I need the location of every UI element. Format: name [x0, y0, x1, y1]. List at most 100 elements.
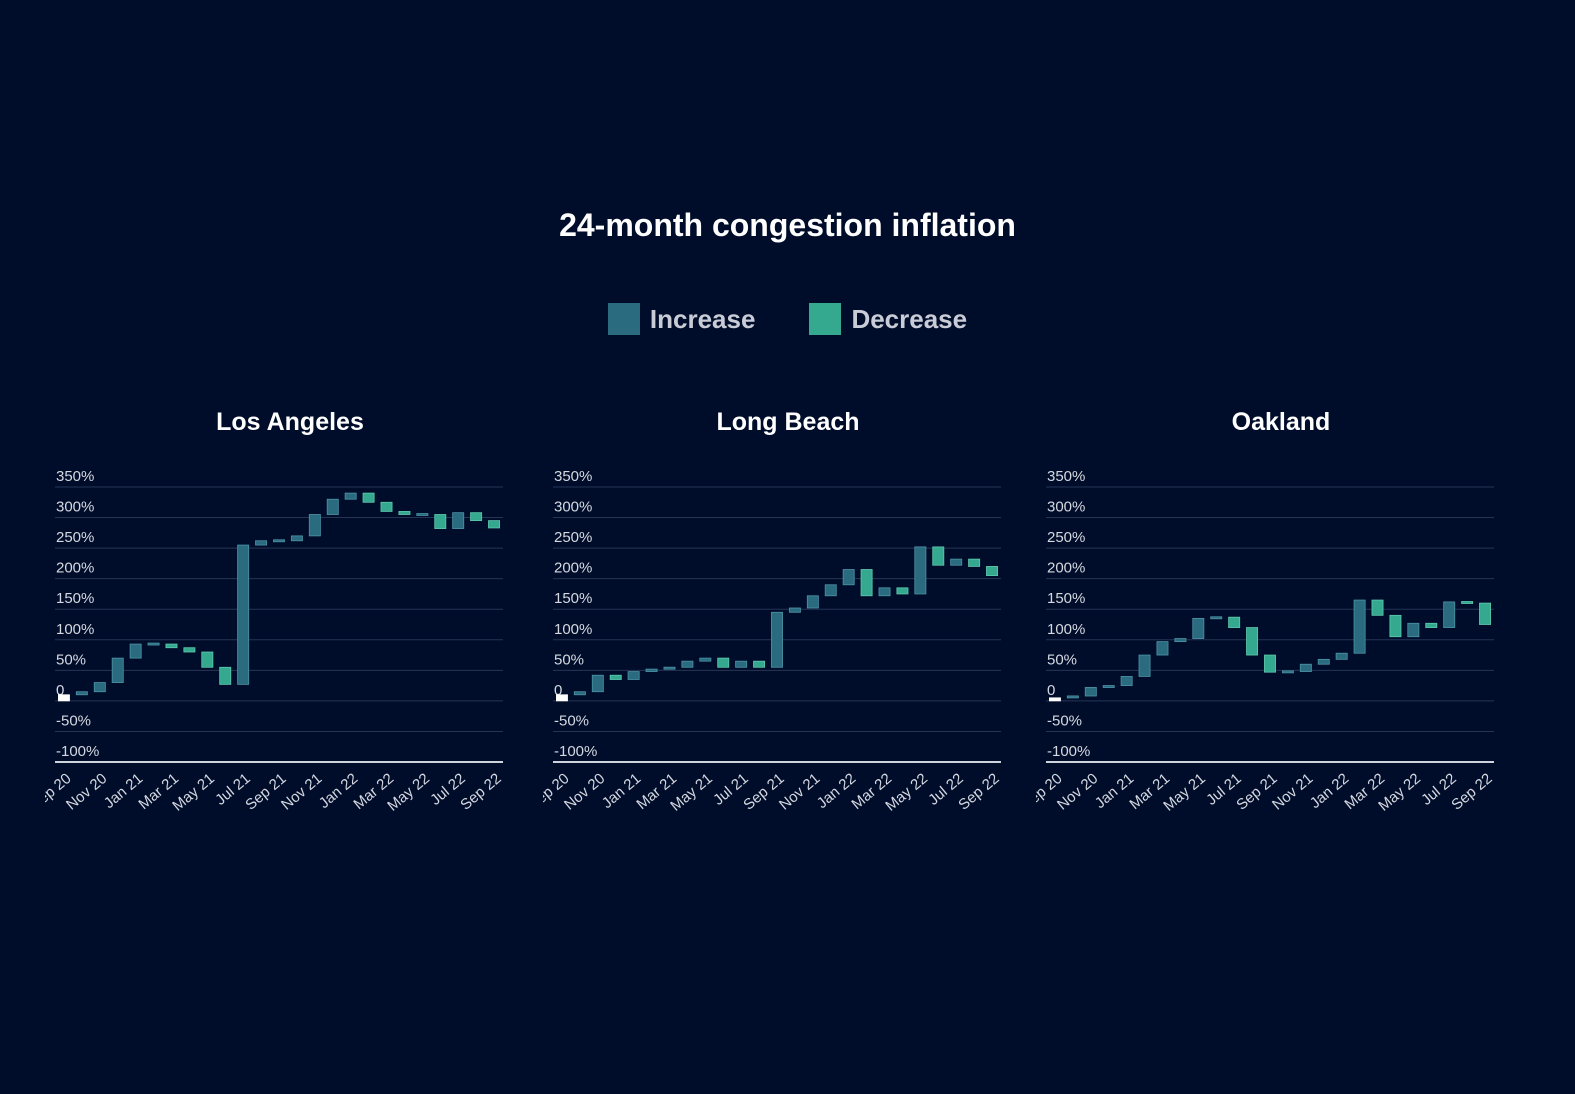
bar-increase [308, 514, 321, 537]
bar-decrease [183, 647, 196, 653]
bar-increase [1299, 663, 1312, 672]
bar-increase [573, 691, 586, 696]
y-tick-label: 100% [554, 621, 592, 638]
bar-increase [1102, 685, 1115, 688]
y-tick-label: 0 [1047, 682, 1055, 699]
bar-decrease [860, 569, 873, 597]
y-tick-label: -50% [554, 712, 589, 729]
chart-long-beach: Long Beach 350% 300% 250% 200% 150% 100% 50% 0 -5… [543, 408, 1003, 815]
y-tick-label: 250% [1047, 529, 1085, 546]
bar-increase [1174, 638, 1187, 643]
bar-decrease [1264, 654, 1276, 673]
bar-increase [237, 544, 250, 685]
bar-decrease [968, 558, 981, 567]
bar-start [57, 694, 70, 702]
bar-increase [950, 558, 963, 566]
y-tick-label: -100% [1047, 743, 1090, 760]
bar-increase [842, 569, 855, 586]
bar-increase [681, 660, 694, 668]
y-tick-label: 200% [554, 560, 592, 577]
bar-increase [1335, 652, 1348, 660]
x-tick-label: Nov 20 [561, 770, 608, 814]
y-tick-label: 350% [554, 468, 592, 485]
y-tick-label: 50% [56, 651, 86, 668]
bar-increase [344, 492, 357, 500]
y-tick-label: 250% [554, 529, 592, 546]
bar-start [555, 694, 568, 702]
y-tick-label: 50% [554, 651, 584, 668]
legend: Increase Decrease [0, 303, 1575, 335]
bar-increase [1066, 695, 1079, 699]
bar-decrease [932, 546, 945, 566]
bar-decrease [1371, 599, 1384, 616]
bar-increase [1317, 658, 1330, 665]
bar-increase [75, 691, 88, 696]
bar-decrease [1246, 627, 1259, 656]
bar-decrease [753, 660, 766, 668]
bar-increase [806, 595, 819, 609]
y-tick-label: 0 [56, 682, 64, 699]
y-tick-label: 150% [1047, 590, 1085, 607]
bar-increase [452, 512, 465, 529]
legend-swatch-increase [607, 303, 640, 335]
bar-decrease [1425, 622, 1438, 628]
bar-decrease [470, 512, 483, 522]
x-tick-label: Sep 22 [457, 770, 504, 814]
y-tick-label: 350% [1047, 468, 1085, 485]
bar-decrease [434, 514, 447, 529]
bar-increase [645, 668, 658, 672]
chart-los-angeles: Los Angeles 350% 300% 250% 200% 150% 100% 50% 0 -… [45, 408, 505, 815]
chart-oakland: Oakland 350% 300% 250% 200% 150% 100% 50% 0 -50% -… [1036, 408, 1496, 815]
bar-decrease [1479, 602, 1491, 625]
bar-decrease [380, 501, 393, 512]
y-tick-label: 100% [1047, 621, 1085, 638]
y-tick-label: -100% [56, 743, 99, 760]
y-tick-label: 0 [554, 682, 562, 699]
y-tick-label: 300% [1047, 499, 1085, 516]
bar-increase [699, 657, 712, 662]
bar-decrease [1461, 601, 1474, 604]
panel-oakland: Oakland 350% 300% 250% 200% 150% 100% 50% 0 -50% -… [1036, 395, 1536, 845]
bar-decrease [1228, 616, 1241, 628]
legend-swatch-decrease [809, 303, 842, 335]
panel-title: Oakland [1232, 408, 1331, 436]
x-tick-label: Sep 22 [1448, 770, 1495, 814]
x-tick-label: Nov 21 [1269, 770, 1316, 814]
bar-decrease [717, 657, 730, 668]
y-tick-label: 300% [56, 499, 94, 516]
bar-increase [627, 671, 640, 680]
bar-increase [93, 682, 106, 693]
y-tick-label: -100% [554, 743, 597, 760]
bar-increase [273, 539, 285, 543]
bar-increase [129, 643, 142, 659]
bar-increase [1138, 654, 1151, 677]
bar-increase [255, 540, 268, 546]
bar-decrease [488, 520, 500, 529]
bar-decrease [398, 511, 411, 515]
x-tick-label: Nov 20 [1054, 770, 1101, 814]
panel-los-angeles: Los Angeles 350% 300% 250% 200% 150% 100% 50% 0 -… [45, 395, 545, 845]
panel-title: Long Beach [716, 408, 859, 436]
bar-increase [824, 584, 837, 597]
legend-label-increase: Increase [649, 303, 756, 334]
bar-increase [1156, 641, 1169, 656]
y-tick-label: -50% [56, 712, 91, 729]
bar-increase [1443, 601, 1456, 628]
bar-increase [1353, 599, 1366, 654]
bar-increase [290, 535, 303, 542]
bar-start [1048, 697, 1061, 702]
x-tick-label: Nov 21 [278, 770, 325, 814]
bar-increase [1407, 622, 1420, 638]
bar-decrease [896, 587, 909, 595]
bar-increase [111, 657, 124, 683]
y-tick-label: 150% [56, 590, 94, 607]
bar-increase [663, 666, 676, 670]
bar-increase [878, 587, 891, 597]
x-tick-label: Sep 22 [955, 770, 1002, 814]
y-tick-label: 150% [554, 590, 592, 607]
x-tick-label: Nov 21 [776, 770, 823, 814]
y-tick-label: 300% [554, 499, 592, 516]
bar-decrease [986, 566, 998, 577]
bar-increase [147, 642, 160, 646]
bar-increase [1192, 617, 1205, 639]
